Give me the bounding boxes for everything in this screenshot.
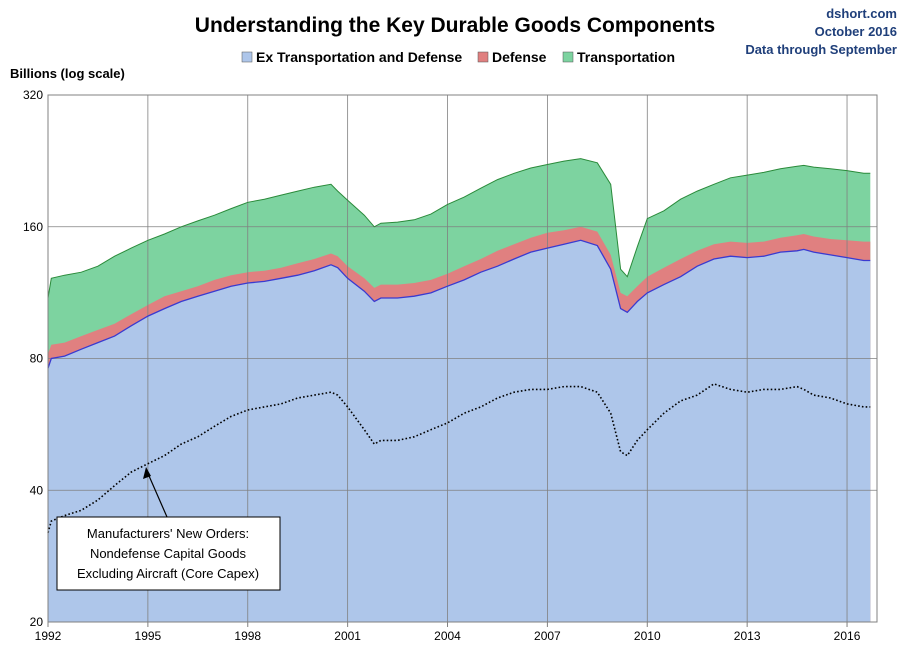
annotation-arrowhead	[143, 467, 151, 479]
annotation: Manufacturers' New Orders: Nondefense Ca…	[56, 467, 281, 591]
line-core-capex	[47, 383, 871, 533]
x-axis-ticks: 1992 1995 1998 2001 2004 2007 2010 2013 2016	[35, 622, 861, 643]
source-site: dshort.com	[826, 6, 897, 21]
y-tick-label: 20	[30, 615, 44, 629]
y-axis-ticks: 20 40 80 160 320	[23, 88, 43, 629]
line-transportation	[47, 158, 871, 299]
series-lines	[47, 158, 871, 533]
y-axis-label: Billions (log scale)	[10, 66, 125, 81]
x-tick-label: 2004	[434, 629, 461, 643]
legend-defense-label: Defense	[492, 49, 547, 65]
x-tick-label: 2013	[734, 629, 761, 643]
x-tick-label: 2001	[334, 629, 361, 643]
x-tick-label: 1992	[35, 629, 62, 643]
chart-title: Understanding the Key Durable Goods Comp…	[195, 14, 715, 37]
legend-ex-transportation-defense-swatch	[241, 51, 253, 63]
x-tick-label: 2016	[834, 629, 861, 643]
x-tick-label: 1995	[135, 629, 162, 643]
x-tick-label: 1998	[234, 629, 261, 643]
annotation-line-3: Excluding Aircraft (Core Capex)	[77, 566, 259, 581]
y-tick-label: 40	[30, 483, 44, 497]
annotation-line-2: Nondefense Capital Goods	[90, 546, 247, 561]
source-date: October 2016	[815, 24, 897, 39]
legend-transportation-label: Transportation	[577, 49, 675, 65]
y-tick-label: 160	[23, 220, 43, 234]
legend-defense-swatch	[477, 51, 489, 63]
annotation-line-1: Manufacturers' New Orders:	[87, 526, 249, 541]
annotation-arrow	[145, 468, 168, 518]
annotation-box	[56, 516, 281, 591]
legend-transportation-swatch	[562, 51, 574, 63]
x-tick-label: 2010	[634, 629, 661, 643]
legend: Ex Transportation and Defense Defense Tran…	[241, 49, 675, 65]
line-ex-transportation-defense	[47, 239, 871, 369]
source-note: Data through September	[745, 42, 897, 57]
x-tick-label: 2007	[534, 629, 561, 643]
y-tick-label: 320	[23, 88, 43, 102]
plot-frame	[47, 94, 878, 623]
legend-ex-transportation-defense-label: Ex Transportation and Defense	[256, 49, 462, 65]
y-tick-label: 80	[30, 352, 44, 366]
